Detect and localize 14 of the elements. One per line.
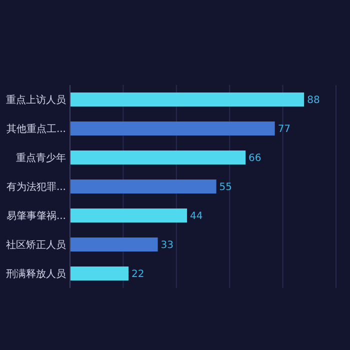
y-tick-label: 重点上访人员	[6, 94, 66, 106]
y-tick-label: 刑满释放人员	[6, 268, 66, 280]
data-label: 77	[278, 124, 291, 135]
data-label: 22	[132, 269, 144, 280]
data-label: 33	[160, 240, 174, 251]
data-label: 88	[307, 95, 320, 106]
data-label: 55	[219, 182, 232, 193]
y-tick-label: 重点青少年	[16, 152, 66, 164]
data-label: 44	[190, 211, 203, 222]
y-tick-label: 易肇事肇祸...	[6, 210, 66, 222]
y-tick-label: 社区矫正人员	[6, 239, 66, 251]
data-label: 66	[248, 153, 262, 164]
y-tick-label: 其他重点工...	[6, 123, 66, 135]
y-tick-label: 有为法犯罪...	[6, 181, 66, 193]
